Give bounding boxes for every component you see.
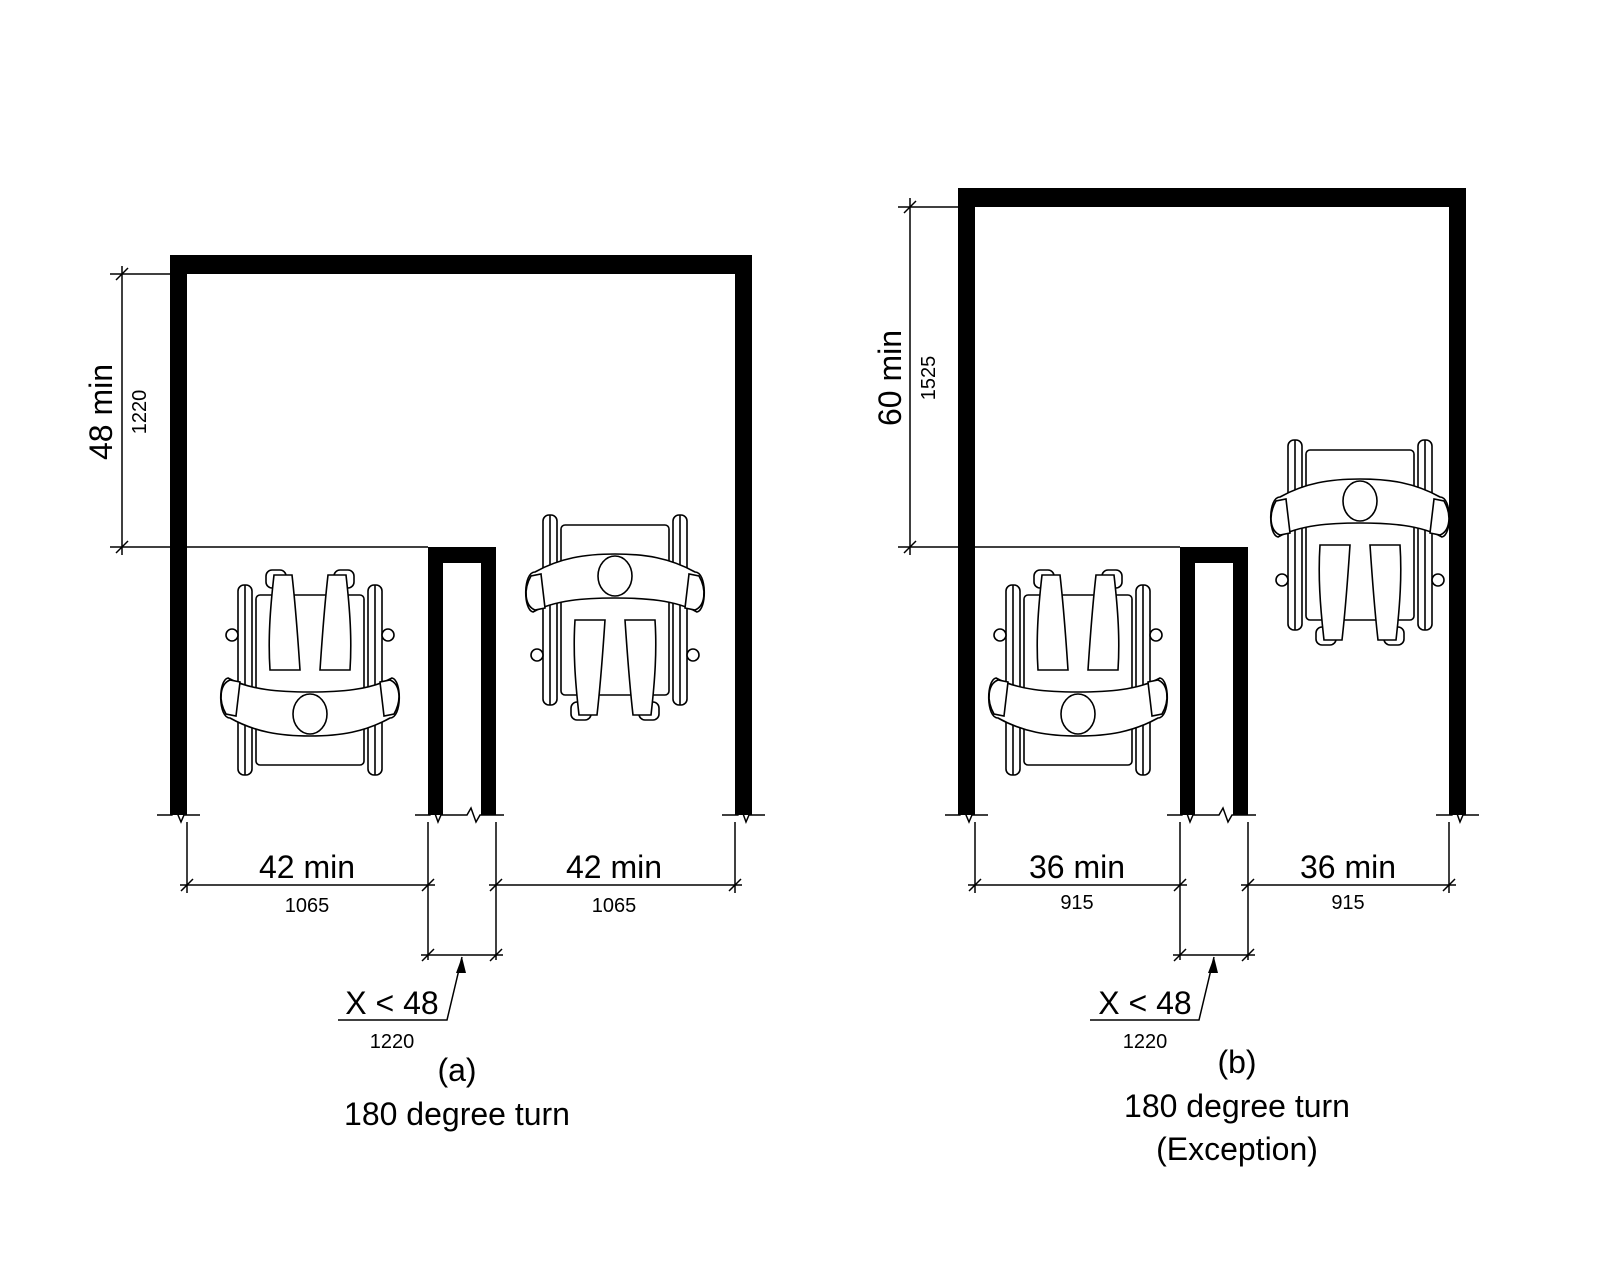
divider-metric-a: 1220 [370,1031,415,1053]
depth-metric-a: 1220 [129,390,151,435]
wall-a-left [170,255,187,815]
right-width-metric-a: 1065 [592,895,637,917]
wall-a-top [170,255,752,274]
caption-letter-b: (b) [1217,1044,1256,1080]
divider-label-a: X < 48 [345,985,438,1021]
wheelchair-user-b-left [987,569,1169,776]
divider-a-left [428,547,443,815]
wall-a-right [735,255,752,815]
width-dimensions-a: 42 min 1065 42 min 1065 [180,822,742,960]
divider-b-left [1180,547,1195,815]
left-width-metric-a: 1065 [285,895,330,917]
figure-a: 48 min 1220 42 min 1065 42 min 1065 [83,255,765,1132]
caption-subtitle-b: (Exception) [1156,1131,1318,1167]
depth-dimension-b: 60 min 1525 [872,198,1180,555]
depth-label-b: 60 min [872,330,908,426]
wall-b-right [1449,188,1466,815]
depth-label-a: 48 min [83,364,119,460]
divider-a-top [428,547,496,563]
depth-dimension-a: 48 min 1220 [83,266,428,555]
divider-dimension-b: X < 48 1220 [1090,948,1255,1053]
caption-title-a: 180 degree turn [344,1096,570,1132]
wheelchair-user-b-right [1269,439,1451,646]
left-width-metric-b: 915 [1060,892,1093,914]
right-width-label-a: 42 min [566,849,662,885]
break-marks-a [157,805,765,825]
divider-a-right [481,547,496,815]
break-marks-b [945,805,1479,825]
divider-b-right [1233,547,1248,815]
wheelchair-user-a-left [219,569,401,776]
caption-title-b: 180 degree turn [1124,1088,1350,1124]
divider-metric-b: 1220 [1123,1031,1168,1053]
left-width-label-a: 42 min [259,849,355,885]
left-width-label-b: 36 min [1029,849,1125,885]
right-width-label-b: 36 min [1300,849,1396,885]
wall-b-left [958,188,975,815]
depth-metric-b: 1525 [918,356,940,401]
divider-label-b: X < 48 [1098,985,1191,1021]
wall-b-top [958,188,1466,207]
wheelchair-user-a-right [524,514,706,721]
width-dimensions-b: 36 min 915 36 min 915 [968,822,1456,960]
caption-letter-a: (a) [437,1052,476,1088]
divider-dimension-a: X < 48 1220 [338,948,503,1053]
figure-b: 60 min 1525 36 min 915 36 min 915 X < [872,188,1479,1167]
right-width-metric-b: 915 [1331,892,1364,914]
divider-b-top [1180,547,1248,563]
